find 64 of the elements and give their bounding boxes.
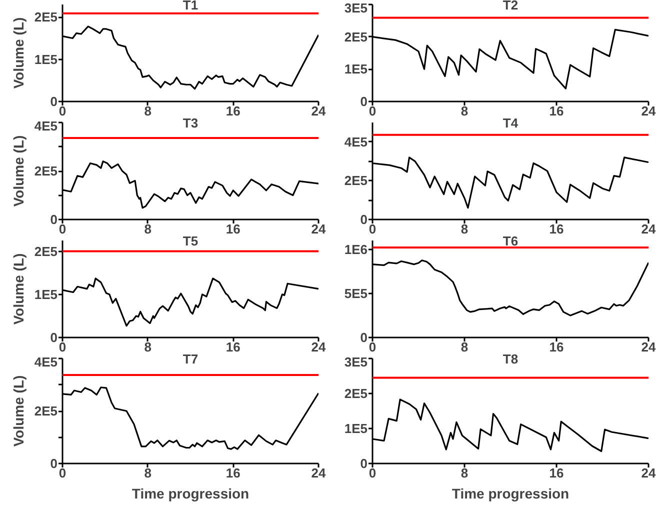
y-tick-label: 0 — [50, 94, 58, 109]
y-tick-label: 2E5 — [34, 10, 58, 25]
y-tick-label: 4E5 — [344, 134, 368, 150]
y-axis-title: Volume (L) — [10, 17, 26, 89]
y-tick-label: 0 — [360, 212, 368, 227]
x-tick-label: 8 — [460, 222, 468, 236]
x-tick-label: 16 — [549, 466, 564, 480]
x-tick-label: 16 — [549, 104, 564, 118]
y-tick-label: 0 — [360, 330, 368, 345]
y-tick-label: 4E5 — [34, 354, 58, 370]
x-tick-label: 24 — [311, 222, 326, 236]
x-tick-label: 24 — [641, 222, 656, 236]
y-tick-label: 2E5 — [344, 29, 368, 44]
y-tick-label: 0 — [360, 456, 368, 471]
x-tick-label: 24 — [311, 104, 326, 118]
y-tick-label: 0 — [50, 212, 58, 227]
y-tick-label: 2E5 — [34, 164, 58, 178]
y-tick-label: 2E5 — [34, 244, 58, 259]
x-tick-label: 24 — [311, 340, 326, 354]
chart-title: T5 — [182, 234, 198, 248]
y-tick-label: 2E5 — [344, 173, 368, 188]
y-tick-label: 0 — [360, 94, 368, 109]
y-tick-label: 1E5 — [34, 286, 58, 302]
y-tick-label: 0 — [50, 330, 58, 345]
chart-title: T2 — [502, 0, 518, 12]
x-axis-title: Time progression — [132, 486, 250, 502]
y-tick-label: 1E6 — [344, 242, 368, 257]
chart-title: T1 — [182, 0, 198, 12]
x-tick-label: 8 — [460, 466, 468, 480]
chart-title: T8 — [502, 352, 518, 366]
x-tick-label: 16 — [226, 340, 240, 354]
x-tick-label: 16 — [226, 222, 240, 236]
y-tick-label: 2E5 — [344, 386, 368, 401]
x-tick-label: 16 — [549, 340, 564, 354]
x-tick-label: 24 — [641, 104, 656, 118]
chart-title: T7 — [182, 352, 198, 366]
x-tick-label: 16 — [549, 222, 564, 236]
chart-title: T6 — [502, 234, 518, 248]
y-tick-label: 1E5 — [344, 62, 368, 77]
x-tick-label: 24 — [641, 340, 656, 354]
y-tick-label: 4E5 — [34, 118, 58, 134]
x-tick-label: 16 — [226, 104, 240, 118]
y-tick-label: 2E5 — [34, 404, 58, 418]
y-tick-label: 1E5 — [344, 421, 368, 436]
y-axis-title: Volume (L) — [10, 135, 26, 207]
y-axis-title: Volume (L) — [10, 253, 26, 325]
x-tick-label: 8 — [144, 466, 152, 480]
y-tick-label: 3E5 — [344, 354, 368, 370]
y-axis-title: Volume (L) — [10, 375, 26, 447]
y-tick-label: 3E5 — [344, 0, 368, 16]
chart-title: T3 — [182, 116, 198, 130]
chart-title: T4 — [502, 116, 519, 130]
y-tick-label: 0 — [50, 456, 58, 471]
x-tick-label: 8 — [144, 222, 152, 236]
x-tick-label: 8 — [144, 340, 152, 354]
y-tick-label: 5E5 — [344, 286, 368, 301]
x-axis-title: Time progression — [452, 486, 570, 502]
x-tick-label: 8 — [460, 104, 468, 118]
x-tick-label: 16 — [226, 466, 240, 480]
x-tick-label: 8 — [460, 340, 468, 354]
y-tick-label: 1E5 — [34, 52, 58, 67]
x-tick-label: 24 — [311, 466, 326, 480]
x-tick-label: 8 — [144, 104, 152, 118]
x-tick-label: 24 — [641, 466, 656, 480]
